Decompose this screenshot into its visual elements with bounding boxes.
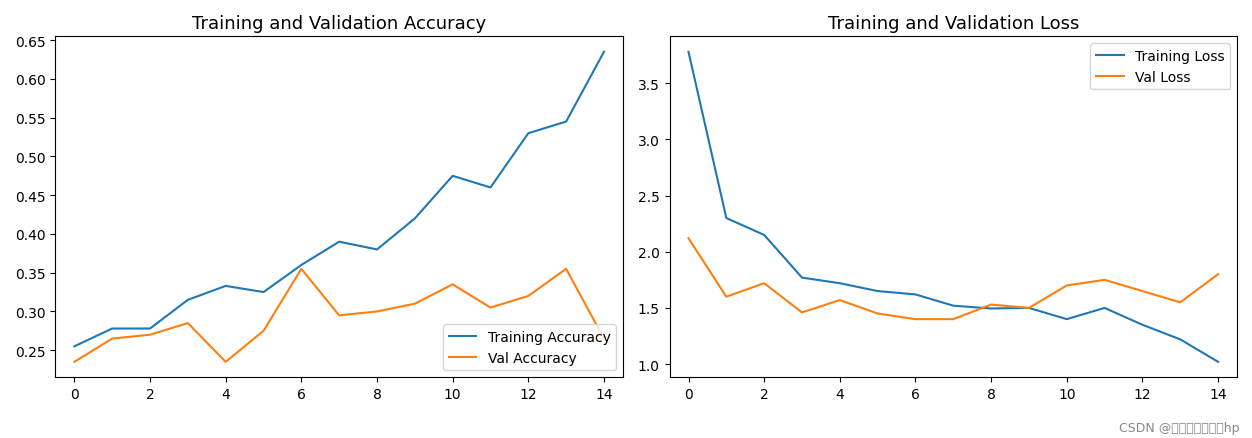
Training Loss — [870, 289, 885, 294]
Training Accuracy — [143, 326, 158, 332]
Val Loss — [1097, 278, 1112, 283]
Val Accuracy — [66, 359, 81, 364]
Val Accuracy — [218, 359, 233, 364]
Val Loss — [795, 310, 810, 315]
Legend: Training Loss, Val Loss: Training Loss, Val Loss — [1090, 44, 1229, 90]
Val Accuracy — [143, 332, 158, 338]
Val Accuracy — [521, 293, 536, 299]
Training Accuracy — [180, 297, 195, 303]
Line: Val Loss: Val Loss — [689, 239, 1218, 319]
Val Loss — [1059, 283, 1074, 289]
Training Loss — [795, 276, 810, 281]
Val Loss — [1022, 306, 1037, 311]
Val Accuracy — [596, 336, 611, 342]
Training Accuracy — [558, 120, 573, 125]
Val Loss — [870, 311, 885, 316]
Training Loss — [1097, 306, 1112, 311]
Title: Training and Validation Loss: Training and Validation Loss — [828, 15, 1079, 33]
Training Accuracy — [218, 283, 233, 289]
Training Loss — [1022, 306, 1037, 311]
Val Loss — [1211, 272, 1226, 277]
Training Loss — [984, 306, 999, 311]
Training Loss — [1134, 322, 1149, 328]
Val Accuracy — [558, 267, 573, 272]
Val Accuracy — [255, 328, 270, 334]
Val Accuracy — [446, 282, 461, 287]
Line: Val Accuracy: Val Accuracy — [74, 269, 603, 362]
Val Loss — [945, 317, 960, 322]
Val Loss — [681, 236, 696, 241]
Training Accuracy — [255, 290, 270, 295]
Text: CSDN @爱挠静香下巴的hp: CSDN @爱挠静香下巴的hp — [1119, 420, 1239, 434]
Training Accuracy — [483, 185, 498, 191]
Val Loss — [1134, 289, 1149, 294]
Val Accuracy — [332, 313, 347, 318]
Val Loss — [1173, 300, 1188, 305]
Legend: Training Accuracy, Val Accuracy: Training Accuracy, Val Accuracy — [443, 325, 616, 371]
Val Loss — [908, 317, 923, 322]
Training Loss — [833, 281, 848, 286]
Training Accuracy — [446, 174, 461, 179]
Val Loss — [833, 298, 848, 303]
Val Accuracy — [369, 309, 384, 314]
Training Loss — [756, 233, 771, 238]
Val Accuracy — [105, 336, 120, 342]
Training Accuracy — [332, 240, 347, 245]
Training Loss — [681, 50, 696, 55]
Training Accuracy — [294, 263, 309, 268]
Val Accuracy — [407, 301, 422, 307]
Training Accuracy — [407, 216, 422, 222]
Val Loss — [719, 294, 734, 300]
Line: Training Loss: Training Loss — [689, 53, 1218, 362]
Training Loss — [945, 304, 960, 309]
Val Loss — [756, 281, 771, 286]
Title: Training and Validation Accuracy: Training and Validation Accuracy — [192, 15, 486, 33]
Val Loss — [984, 302, 999, 307]
Training Loss — [908, 292, 923, 297]
Training Accuracy — [105, 326, 120, 332]
Training Loss — [719, 216, 734, 221]
Training Accuracy — [521, 131, 536, 137]
Val Accuracy — [180, 321, 195, 326]
Val Accuracy — [483, 305, 498, 311]
Val Accuracy — [294, 267, 309, 272]
Training Accuracy — [66, 344, 81, 349]
Training Accuracy — [596, 50, 611, 55]
Training Loss — [1211, 359, 1226, 364]
Line: Training Accuracy: Training Accuracy — [74, 53, 603, 346]
Training Loss — [1173, 337, 1188, 342]
Training Accuracy — [369, 247, 384, 253]
Training Loss — [1059, 317, 1074, 322]
